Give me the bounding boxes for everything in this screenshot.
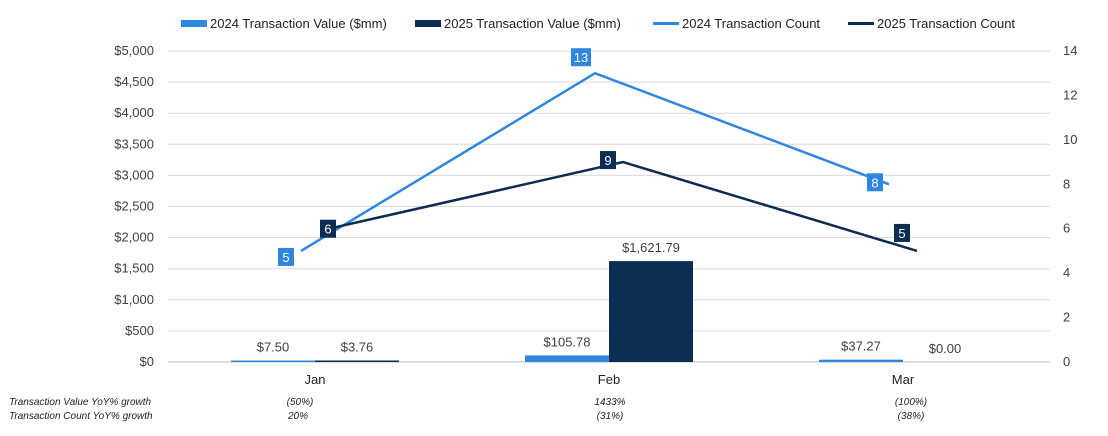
- value-growth-row: Transaction Value YoY% growth (50%) 1433…: [0, 397, 1108, 410]
- bar-2024-mar: [819, 359, 903, 362]
- count-growth-label: Transaction Count YoY% growth: [9, 411, 153, 422]
- line-marker-box: [600, 151, 616, 170]
- line-data-label: 13: [574, 50, 588, 65]
- y-left-tick-label: $4,000: [114, 105, 154, 120]
- bar-data-label: $3.76: [341, 340, 374, 355]
- y-left-tick-label: $1,000: [114, 292, 154, 307]
- count-growth-mar: (38%): [897, 411, 925, 422]
- count-growth-feb: (31%): [596, 411, 624, 422]
- bar-2024-jan: [231, 360, 315, 362]
- y-left-tick-label: $5,000: [114, 43, 154, 58]
- legend-label-2025-value: 2025 Transaction Value ($mm): [444, 16, 621, 31]
- legend-item-2025-count: 2025 Transaction Count: [848, 16, 1015, 31]
- legend-swatch-2025-value: [415, 20, 441, 27]
- y-left-tick-label: $2,000: [114, 230, 154, 245]
- y-right-tick-label: 14: [1063, 43, 1077, 58]
- y-right-tick-label: 2: [1063, 310, 1070, 325]
- y-left-tick-label: $500: [125, 323, 154, 338]
- line-data-label: 8: [871, 175, 878, 190]
- y-left-tick-label: $1,500: [114, 261, 154, 276]
- line-marker-box: [867, 173, 883, 192]
- value-growth-label: Transaction Value YoY% growth: [9, 397, 152, 408]
- y-right-tick-label: 4: [1063, 265, 1070, 280]
- value-growth-jan: (50%): [286, 397, 314, 408]
- legend-swatch-2024-value: [181, 20, 207, 27]
- line-data-label: 5: [898, 226, 905, 241]
- bar-2024-feb: [525, 355, 609, 362]
- y-left-tick-label: $4,500: [114, 74, 154, 89]
- bar-data-label: $37.27: [841, 339, 881, 354]
- y-right-tick-label: 0: [1063, 354, 1070, 369]
- x-tick-label-feb: Feb: [598, 372, 620, 387]
- value-growth-feb: 1433%: [594, 397, 626, 408]
- bar-data-label: $0.00: [929, 341, 962, 356]
- y-right-tick-label: 6: [1063, 221, 1070, 236]
- line-marker-box: [278, 247, 294, 266]
- legend-label-2024-count: 2024 Transaction Count: [682, 16, 821, 31]
- line-marker-box: [571, 48, 591, 67]
- chart-legend: 2024 Transaction Value ($mm) 2025 Transa…: [0, 16, 1108, 34]
- bar-2025-jan: [315, 360, 399, 362]
- legend-item-2024-value: 2024 Transaction Value ($mm): [181, 16, 387, 31]
- y-right-tick-label: 12: [1063, 87, 1077, 102]
- y-left-tick-label: $2,500: [114, 199, 154, 214]
- y-right-tick-label: 10: [1063, 132, 1077, 147]
- x-tick-label-mar: Mar: [892, 372, 915, 387]
- line-marker-box: [320, 219, 336, 238]
- bar-2025-feb: [609, 261, 693, 362]
- value-growth-mar: (100%): [894, 397, 928, 408]
- count-growth-jan: 20%: [287, 411, 309, 422]
- line-2024-count: [300, 71, 890, 252]
- line-data-label: 6: [324, 222, 331, 237]
- line-2025-count: [328, 160, 918, 253]
- bar-data-label: $1,621.79: [622, 240, 680, 255]
- legend-swatch-2024-count: [653, 22, 679, 25]
- legend-item-2025-value: 2025 Transaction Value ($mm): [415, 16, 621, 31]
- y-left-tick-label: $0: [140, 354, 154, 369]
- y-left-tick-label: $3,000: [114, 167, 154, 182]
- count-growth-row: Transaction Count YoY% growth 20% (31%) …: [0, 411, 1108, 424]
- legend-label-2025-count: 2025 Transaction Count: [877, 16, 1016, 31]
- y-right-tick-label: 8: [1063, 176, 1070, 191]
- legend-swatch-2025-count: [848, 22, 874, 25]
- x-tick-label-jan: Jan: [305, 372, 326, 387]
- line-data-label: 9: [604, 153, 611, 168]
- line-data-label: 5: [282, 250, 289, 265]
- bar-data-label: $7.50: [257, 340, 290, 355]
- y-left-tick-label: $3,500: [114, 136, 154, 151]
- legend-label-2024-value: 2024 Transaction Value ($mm): [210, 16, 387, 31]
- legend-item-2024-count: 2024 Transaction Count: [653, 16, 820, 31]
- line-marker-box: [894, 223, 910, 242]
- bar-data-label: $105.78: [544, 334, 591, 349]
